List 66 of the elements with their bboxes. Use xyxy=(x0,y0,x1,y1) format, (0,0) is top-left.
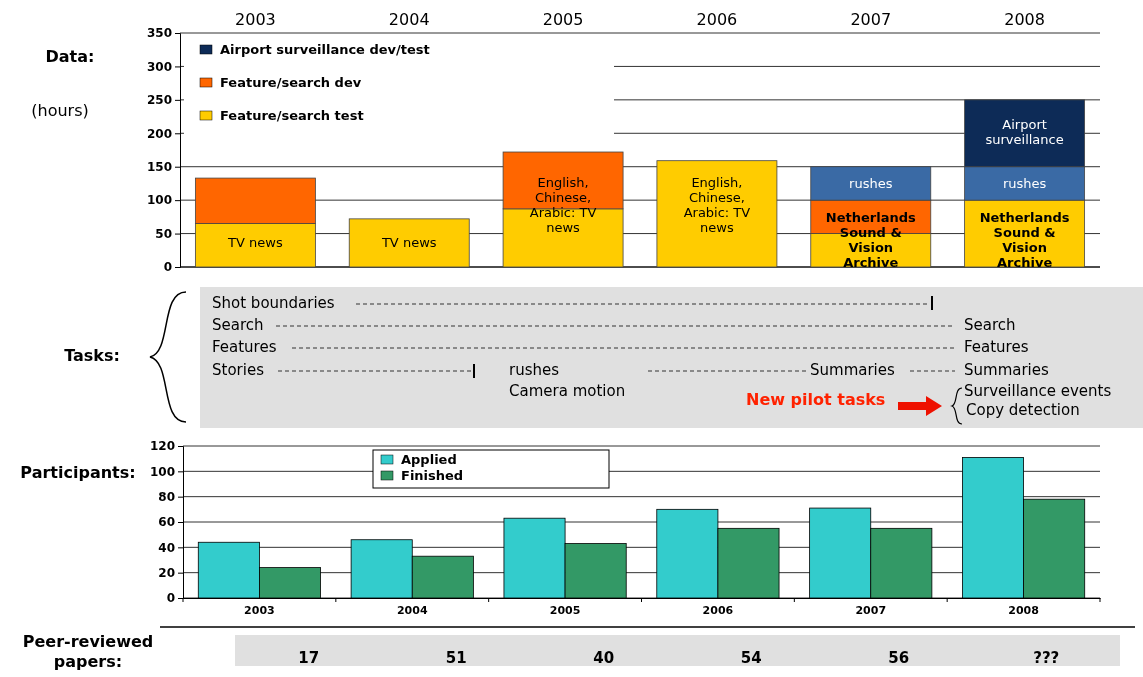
legend-label: Applied xyxy=(401,452,457,467)
text: Surveillance events xyxy=(964,382,1112,400)
x-tick-label: 2008 xyxy=(1004,10,1045,29)
text: Copy detection xyxy=(966,401,1080,419)
text: Peer-reviewed papers: xyxy=(22,632,154,671)
legend-label: Feature/search dev xyxy=(220,75,362,90)
y-tick-label: 20 xyxy=(158,566,175,581)
annotation: Netherlands Sound & Vision Archive xyxy=(979,209,1070,270)
y-tick-label: 60 xyxy=(158,515,175,530)
x-tick-label: 2006 xyxy=(702,603,734,617)
y-tick-label: 150 xyxy=(146,160,172,175)
x-tick-label: 2006 xyxy=(696,10,738,29)
annotation: rushes xyxy=(849,176,893,191)
text: Summaries xyxy=(810,361,896,379)
legend-label: Feature/search test xyxy=(220,108,364,123)
y-tick-label: 50 xyxy=(155,226,172,241)
text: rushes xyxy=(509,361,560,379)
text: Features xyxy=(212,338,277,356)
legend-label: Airport surveillance dev/test xyxy=(220,42,430,57)
y-tick-label: 0 xyxy=(163,260,172,275)
text: Summaries xyxy=(964,361,1050,379)
text: Participants: xyxy=(20,463,136,482)
y-tick-label: 100 xyxy=(149,464,175,479)
legend-label: Finished xyxy=(401,468,464,483)
text: 51 xyxy=(445,649,467,667)
text: Search xyxy=(212,316,264,334)
x-tick-label: 2003 xyxy=(235,10,276,29)
text: Tasks: xyxy=(64,346,120,365)
y-tick-label: 0 xyxy=(166,591,175,606)
text: Features xyxy=(964,338,1029,356)
text: Stories xyxy=(212,361,265,379)
x-tick-label: 2004 xyxy=(388,10,430,29)
y-tick-label: 100 xyxy=(146,193,172,208)
y-axis-title: (hours) xyxy=(31,101,89,120)
text: New pilot tasks xyxy=(746,390,886,409)
annotation: English, Chinese, Arabic: TV news xyxy=(683,174,751,235)
y-tick-label: 200 xyxy=(146,126,172,141)
annotation: English, Chinese, Arabic: TV news xyxy=(529,174,597,235)
text: 54 xyxy=(740,649,762,667)
y-tick-label: 80 xyxy=(158,490,175,505)
text: 40 xyxy=(593,649,615,667)
x-tick-label: 2008 xyxy=(1008,603,1039,617)
x-tick-label: 2005 xyxy=(549,603,581,617)
annotation: Airport surveillance xyxy=(985,116,1064,147)
x-tick-label: 2005 xyxy=(542,10,584,29)
x-tick-label: 2007 xyxy=(855,603,887,617)
bar xyxy=(348,218,470,268)
annotation: TV news xyxy=(380,235,437,250)
y-tick-label: 250 xyxy=(146,93,172,108)
bar xyxy=(656,160,778,268)
annotation: TV news xyxy=(227,235,283,250)
y-tick-label: 40 xyxy=(158,540,175,555)
x-tick-label: 2004 xyxy=(396,603,428,617)
annotation: rushes xyxy=(1002,176,1047,191)
text: 56 xyxy=(888,649,910,667)
text: Camera motion xyxy=(509,382,626,400)
text: Search xyxy=(964,316,1016,334)
y-tick-label: 300 xyxy=(146,59,172,74)
x-tick-label: 2003 xyxy=(244,603,275,617)
text: 17 xyxy=(298,649,320,667)
y-tick-label: 120 xyxy=(149,439,175,454)
text: ??? xyxy=(1033,649,1060,667)
y-tick-label: 350 xyxy=(146,26,172,41)
x-tick-label: 2007 xyxy=(850,10,892,29)
text: Data: xyxy=(45,47,95,66)
text: Shot boundaries xyxy=(212,294,335,312)
